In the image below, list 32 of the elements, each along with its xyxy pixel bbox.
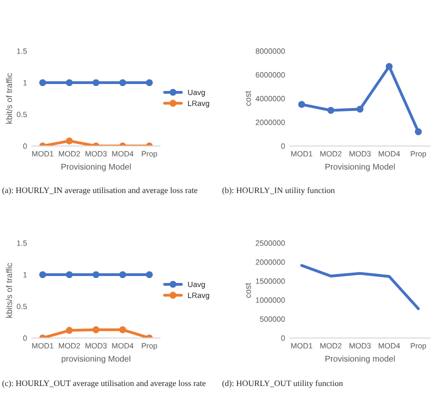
point — [66, 326, 73, 334]
point — [92, 79, 100, 86]
point — [119, 326, 126, 334]
text: (b): HOURLY_IN utility function — [222, 187, 335, 195]
text: (c): HOURLY_OUT average utilisation and average loss rate — [2, 380, 206, 388]
point — [298, 100, 306, 108]
point — [39, 79, 46, 86]
point — [327, 106, 334, 114]
y-axis-title: cost — [246, 282, 251, 298]
point — [414, 128, 422, 136]
line-series — [300, 264, 420, 310]
x-axis-title: provisioning Model — [62, 356, 130, 364]
y-axis-title: cost — [246, 90, 251, 106]
point — [66, 271, 73, 278]
point — [119, 79, 126, 86]
point — [146, 79, 153, 86]
y-axis-title: kbit/s of traffic — [6, 73, 12, 124]
point — [386, 62, 393, 70]
point — [356, 106, 364, 113]
point — [92, 271, 100, 278]
x-axis-title: Provisioning Model — [61, 164, 131, 172]
text: (a): HOURLY_IN average utilisation and average loss rate — [2, 187, 198, 195]
text: (d): HOURLY_OUT utility function — [222, 380, 343, 388]
point — [119, 271, 126, 278]
x-axis-title: Provisioning Model — [325, 164, 395, 172]
point — [92, 326, 100, 334]
point — [146, 271, 153, 278]
point — [66, 79, 73, 86]
point — [39, 271, 46, 278]
point — [66, 137, 73, 144]
x-axis-title: Provisioning model — [325, 356, 395, 364]
y-axis-title: kbits/s of traffic — [6, 263, 12, 318]
